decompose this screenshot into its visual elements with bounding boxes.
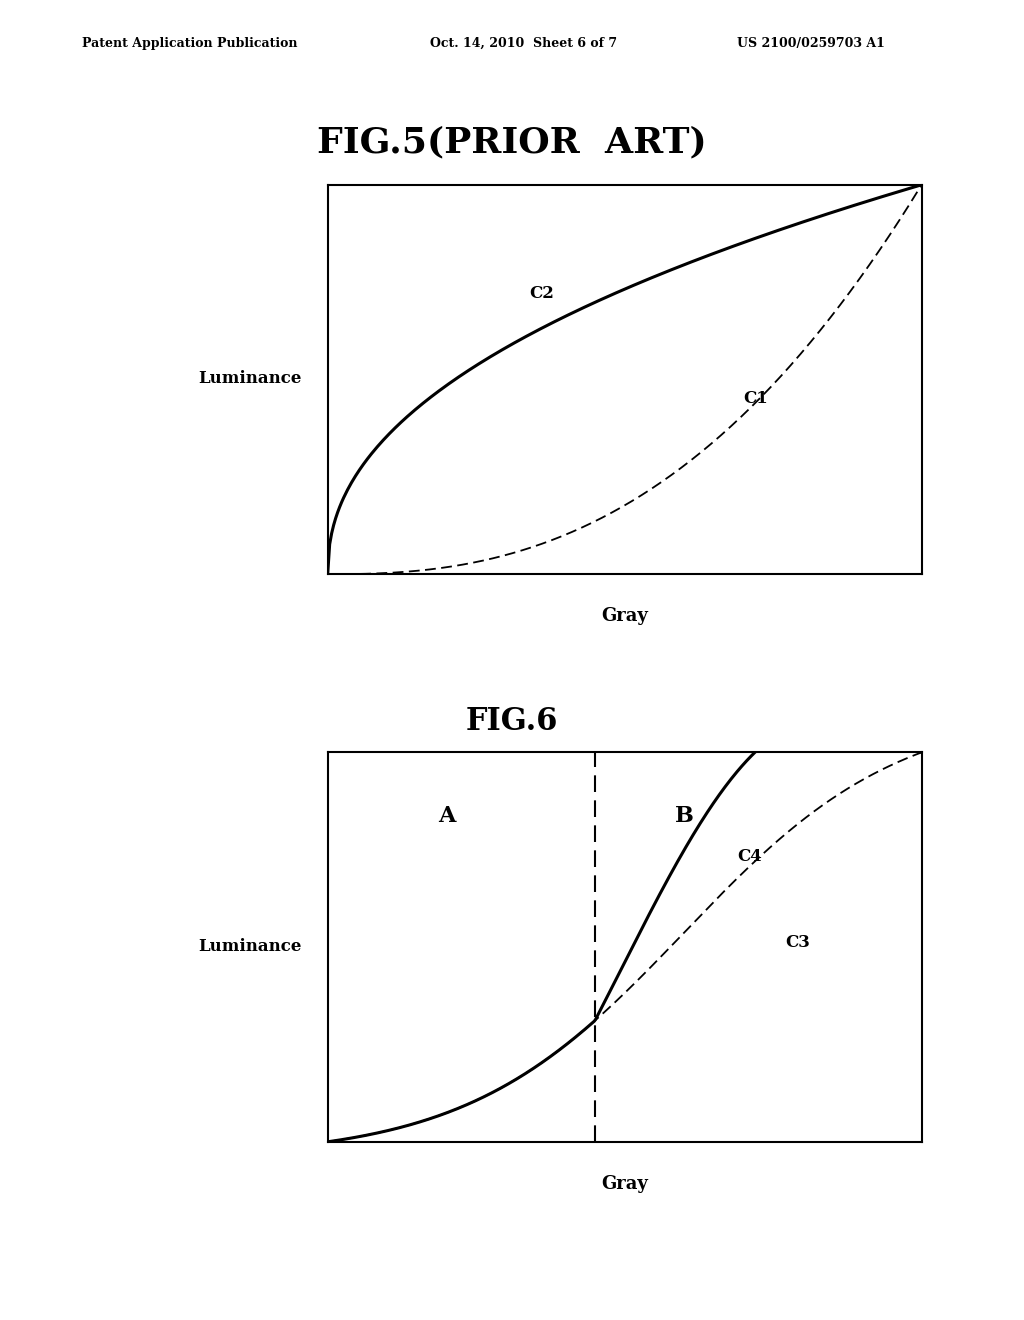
- Text: Gray: Gray: [601, 1175, 648, 1193]
- Text: C4: C4: [737, 849, 762, 866]
- Text: C1: C1: [743, 389, 768, 407]
- Text: C3: C3: [785, 935, 810, 952]
- Text: US 2100/0259703 A1: US 2100/0259703 A1: [737, 37, 885, 50]
- Text: B: B: [675, 805, 693, 828]
- Text: A: A: [438, 805, 455, 828]
- Text: Patent Application Publication: Patent Application Publication: [82, 37, 297, 50]
- Text: Gray: Gray: [601, 607, 648, 626]
- Text: Luminance: Luminance: [199, 939, 302, 954]
- Text: Luminance: Luminance: [199, 371, 302, 387]
- Text: Oct. 14, 2010  Sheet 6 of 7: Oct. 14, 2010 Sheet 6 of 7: [430, 37, 617, 50]
- Text: FIG.5(PRIOR  ART): FIG.5(PRIOR ART): [317, 125, 707, 160]
- Text: FIG.6: FIG.6: [466, 706, 558, 737]
- Text: C2: C2: [529, 285, 554, 302]
